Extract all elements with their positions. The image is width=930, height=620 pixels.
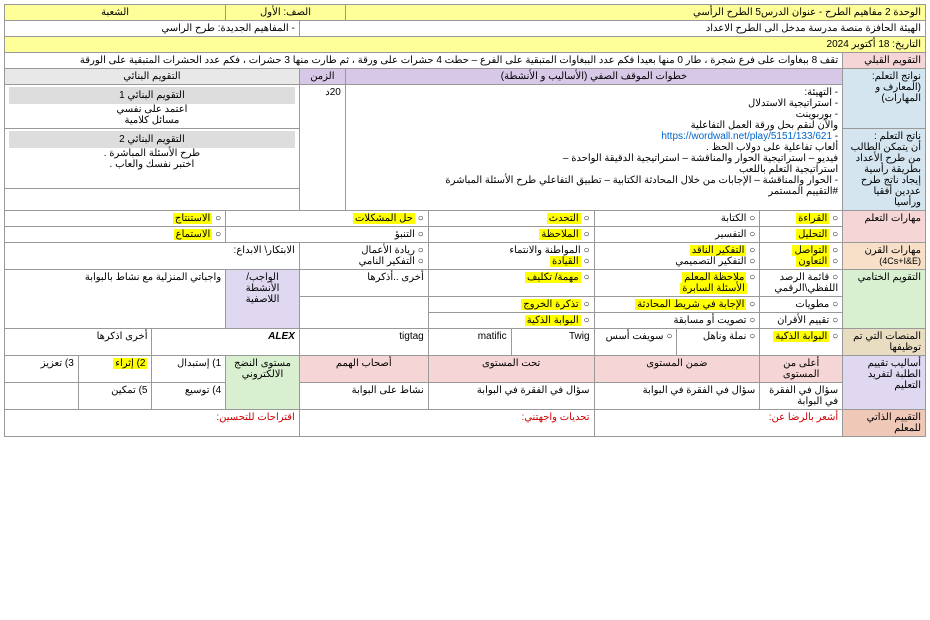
grade: الصف: الأول [226,5,346,21]
fa-a2: ○ ملاحظة المعلم الأسئلة السابرة [594,270,760,297]
hw-text: واجباتي المنزلية مع نشاط بالبوابة [5,270,226,329]
platforms-label: المنصات التي تم توظيفها [843,329,926,356]
skill-predict: ○ التنبؤ [226,227,429,243]
self-s2: تحديات واجهتني: [299,410,594,437]
skill-inference: ○ الاستنتاج [5,211,226,227]
diff-m3: 3) تعزيز [5,356,79,383]
outcomes-content: ناتج التعلم :أن يتمكن الطالب من طرح الأع… [843,129,926,211]
p3: ○ سويفت أسس [594,329,677,356]
fa-c1: ○ تقييم الأقران [760,313,843,329]
c-citizen: ○ المواطنة والانتماء○ القيادة [428,243,594,270]
skill-problem: ○ حل المشكلات [226,211,429,227]
p2: ○ نملة وناهل [677,329,760,356]
formative-1: التقويم البنائي 1 اعتمد على نفسي مسائل ك… [5,85,300,129]
formative-header: التقويم البنائي [5,69,300,85]
lesson-plan-table: الوحدة 2 مفاهيم الطرح - عنوان الدرس5 الط… [4,4,926,437]
step-2: - استراتيجية الاستدلال [350,98,838,109]
p8: أخرى اذكرها [5,329,152,356]
skill-analysis: ○ التحليل [760,227,843,243]
self-label: التقييم الذاتي للمعلم [843,410,926,437]
time-label: الزمن [299,69,345,85]
step-3: - بوربوينت [350,109,838,120]
steps-header: خطوات الموقف الصفي (الأساليب و الأنشطة) [345,69,842,85]
p6: tigtag [299,329,428,356]
section: الشعبة [5,5,226,21]
diff-t3: سؤال في الفقرة في البوابة [428,383,594,410]
fa-c3: ○ البوابة الذكية [428,313,594,329]
diff-t2: سؤال في الفقرة في البوابة [594,383,760,410]
skills-label: مهارات التعلم [843,211,926,243]
f2-title: التقويم البنائي 2 [9,131,295,148]
step-6: فيديو – استراتيجية الحوار والمناقشة – اس… [350,153,838,164]
step-4: والآن لنقم بحل ورقة العمل التفاعلية [350,120,838,131]
fa-a5: أخرى ..أذكرها [299,270,428,297]
diff-h2: ضمن المستوى [594,356,760,383]
diff-h3: تحت المستوى [428,356,594,383]
wordwall-link[interactable]: https://wordwall.net/play/5151/133/621 [661,131,832,142]
c-crit: ○ التفكير الناقد○ التفكير التصميمي [594,243,760,270]
new-concepts: - المفاهيم الجديدة: طرح الراسي [5,21,300,37]
p4: Twig [511,329,594,356]
fa-b1: ○ مطويات [760,297,843,313]
step-8: - الحوار والمناقشة – الإجابات من خلال ال… [350,175,838,186]
fa-b3: ○ تذكرة الخروج [428,297,594,313]
pre-text: تقف 8 ببغاوات على فرع شجرة ، طار 0 منها … [5,53,843,69]
time-value: 20د [299,85,345,211]
diff-t1: سؤال في الفقرة في البوابة [760,383,843,410]
diff-m1: 1) إستبدال [152,356,226,383]
formative-blank [5,189,300,211]
c-innovation: الابتكار\ الابداع: [5,243,300,270]
diff-h1: أعلى من المستوى [760,356,843,383]
skill-speaking: ○ التحدث [428,211,594,227]
p1: ○ البوابة الذكية [760,329,843,356]
fa-a1: ○ قائمة الرصد اللفظي\الرقمي [760,270,843,297]
fa-a4: ○ مهمة/ تكليف [428,270,594,297]
skill-listen: ○ الاستماع [5,227,226,243]
fa-blank [299,297,428,329]
step-link: - https://wordwall.net/play/5151/133/621 [350,131,838,142]
century-label: مهارات القرن(4Cs+I&E) [843,243,926,270]
date: التاريخ: 18 أكتوبر 2024 [5,37,926,53]
c-entrep: ○ ريادة الأعمال○ التفكير النامي [299,243,428,270]
motivation: الهيئة الحافزة منصة مدرسة مدخل الى الطرح… [299,21,925,37]
diff-h5: مستوى النضج الالكتروني [226,356,300,410]
formative-2: التقويم البنائي 2 طرح الأسئلة المباشرة .… [5,129,300,189]
f1-a: اعتمد على نفسي [9,104,295,115]
self-s3: اقتراحات للتحسين: [5,410,300,437]
steps-content: - التهيئة: - استراتيجية الاستدلال - بورب… [345,85,842,211]
c-comm: ○ التواصل○ التعاون [760,243,843,270]
unit-title: الوحدة 2 مفاهيم الطرح - عنوان الدرس5 الط… [345,5,925,21]
fa-b2: ○ الإجابة في شريط المحادثة [594,297,760,313]
skill-reading: ○ القراءة [760,211,843,227]
final-label: التقويم الختامي [843,270,926,329]
outcomes-label: نواتج التعلم: (المعارف و المهارات) [843,69,926,129]
diff-m2: 2) إثراء [78,356,152,383]
step-5: ألعاب تفاعلية على دولاب الحظ . [350,142,838,153]
diff-m5: 5) تمكين [78,383,152,410]
diff-m4: 4) توسيع [152,383,226,410]
f2-a: طرح الأسئلة المباشرة . [9,148,295,159]
self-s1: أشعر بالرضا عن: [594,410,843,437]
diff-blank [5,383,79,410]
pre-label: التقويم القبلي [843,53,926,69]
f1-b: مسائل كلامية [9,115,295,126]
skill-interpret: ○ التفسير [594,227,760,243]
p7: ALEX [152,329,299,356]
diff-h4: أصحاب الهمم [299,356,428,383]
fa-c2: ○ تصويت أو مسابقة [594,313,760,329]
step-9: #التقييم المستمر [350,186,838,197]
diff-label: أساليب تقييم الطلبة لتفريد التعليم [843,356,926,410]
p5: matific [428,329,511,356]
diff-t4: نشاط على البوابة [299,383,428,410]
skill-writing: ○ الكتابة [594,211,760,227]
f2-b: اختبر نفسك والعاب . [9,159,295,170]
step-7: استراتيجية التعلم باللعب [350,164,838,175]
hw-label: الواجب/ الأنشطة اللاصفية [226,270,300,329]
f1-title: التقويم البنائي 1 [9,87,295,104]
skill-observe: ○ الملاحظة [428,227,594,243]
step-1: - التهيئة: [350,87,838,98]
